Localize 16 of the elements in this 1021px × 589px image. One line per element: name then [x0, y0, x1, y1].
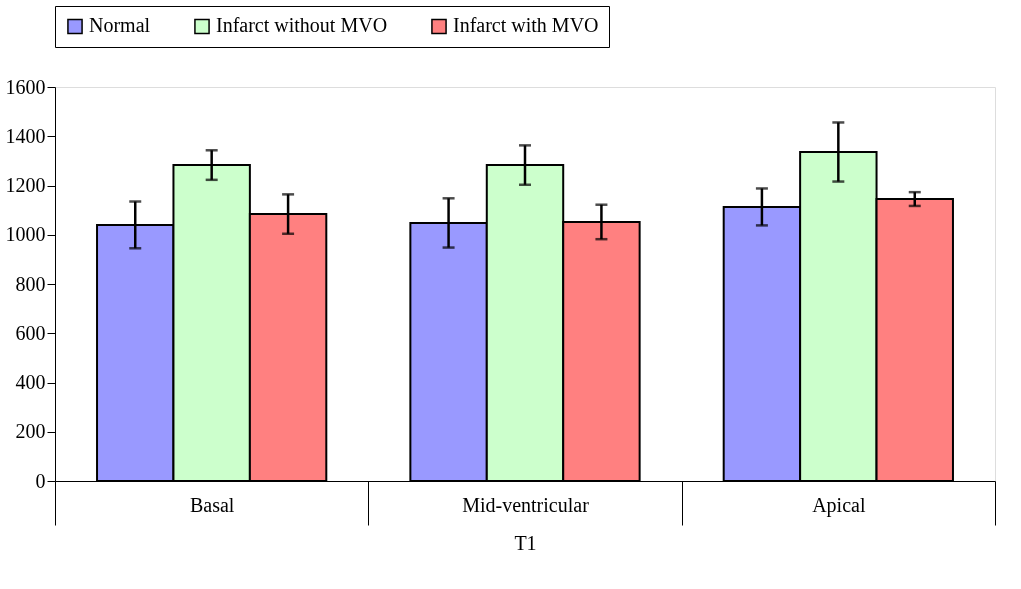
- legend-label: Infarct without MVO: [216, 14, 388, 37]
- y-tick-label: 1200: [5, 174, 46, 196]
- y-tick-label: 1600: [5, 75, 46, 98]
- x-axis-title: T1: [514, 532, 537, 554]
- y-tick-label: 600: [15, 321, 46, 344]
- y-tick-label: 200: [15, 420, 46, 443]
- legend-label: Normal: [89, 14, 151, 37]
- y-tick-label: 0: [35, 469, 46, 492]
- y-tick-label: 1000: [5, 223, 46, 246]
- y-tick-label: 400: [15, 371, 46, 393]
- y-tick-label: 1400: [5, 124, 46, 147]
- x-tick-label: Basal: [189, 493, 235, 516]
- x-tick-label: Apical: [812, 493, 866, 517]
- y-tick-label: 800: [15, 272, 46, 295]
- x-tick-label: Mid-ventricular: [462, 493, 590, 516]
- legend-label: Infarct with MVO: [453, 14, 599, 37]
